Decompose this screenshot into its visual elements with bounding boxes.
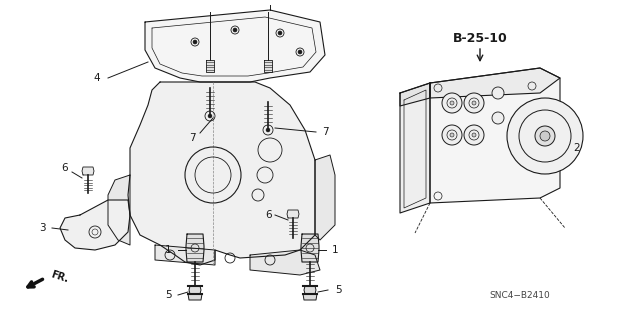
Text: 6: 6 bbox=[61, 163, 68, 173]
Polygon shape bbox=[430, 68, 560, 203]
Polygon shape bbox=[206, 60, 214, 72]
Polygon shape bbox=[303, 294, 317, 300]
Circle shape bbox=[535, 126, 555, 146]
Circle shape bbox=[507, 98, 583, 174]
Circle shape bbox=[193, 40, 197, 44]
Circle shape bbox=[492, 87, 504, 99]
Polygon shape bbox=[188, 294, 202, 300]
Circle shape bbox=[298, 50, 302, 54]
Polygon shape bbox=[145, 10, 325, 82]
Polygon shape bbox=[304, 286, 316, 294]
Text: 7: 7 bbox=[189, 133, 195, 143]
Polygon shape bbox=[315, 155, 335, 240]
Circle shape bbox=[450, 133, 454, 137]
Polygon shape bbox=[250, 250, 320, 275]
Text: 2: 2 bbox=[573, 143, 580, 153]
Text: 6: 6 bbox=[266, 210, 272, 220]
Polygon shape bbox=[155, 245, 215, 265]
Circle shape bbox=[464, 93, 484, 113]
Text: SNC4−B2410: SNC4−B2410 bbox=[490, 291, 550, 300]
Polygon shape bbox=[189, 286, 201, 294]
Circle shape bbox=[208, 114, 212, 118]
Text: B-25-10: B-25-10 bbox=[452, 32, 508, 44]
Polygon shape bbox=[82, 167, 94, 175]
Text: 3: 3 bbox=[38, 223, 45, 233]
Polygon shape bbox=[430, 68, 560, 98]
Polygon shape bbox=[60, 200, 130, 250]
Polygon shape bbox=[128, 82, 315, 265]
Text: 4: 4 bbox=[93, 73, 100, 83]
Text: 7: 7 bbox=[322, 127, 328, 137]
Polygon shape bbox=[400, 83, 430, 213]
Text: 5: 5 bbox=[335, 285, 341, 295]
Polygon shape bbox=[264, 60, 272, 72]
Polygon shape bbox=[301, 234, 319, 262]
Polygon shape bbox=[287, 210, 299, 218]
Text: 1: 1 bbox=[332, 245, 339, 255]
Circle shape bbox=[464, 125, 484, 145]
Text: FR.: FR. bbox=[50, 270, 70, 285]
Text: 1: 1 bbox=[164, 245, 172, 255]
Polygon shape bbox=[108, 175, 130, 245]
Text: 5: 5 bbox=[164, 290, 172, 300]
Circle shape bbox=[472, 133, 476, 137]
Circle shape bbox=[442, 93, 462, 113]
Circle shape bbox=[450, 101, 454, 105]
Circle shape bbox=[540, 131, 550, 141]
Circle shape bbox=[472, 101, 476, 105]
Polygon shape bbox=[400, 83, 430, 106]
Circle shape bbox=[492, 112, 504, 124]
Circle shape bbox=[442, 125, 462, 145]
Circle shape bbox=[278, 31, 282, 35]
Circle shape bbox=[266, 128, 270, 132]
Polygon shape bbox=[186, 234, 204, 262]
Circle shape bbox=[233, 28, 237, 32]
